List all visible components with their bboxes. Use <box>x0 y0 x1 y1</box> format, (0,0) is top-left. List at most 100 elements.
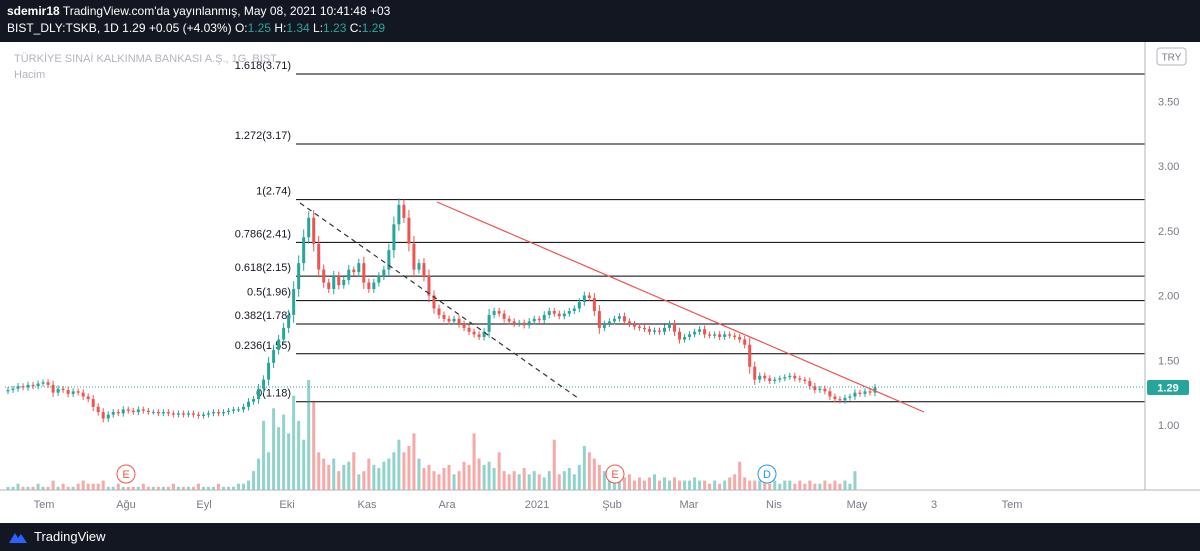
candle-body <box>432 295 436 309</box>
event-marker-label: E <box>122 469 129 481</box>
symbol-label[interactable]: BIST_DLY:TSKB, 1D <box>7 21 119 35</box>
volume-bar <box>833 480 837 490</box>
candle-body <box>287 314 291 328</box>
volume-bar <box>658 480 662 490</box>
volume-bar <box>728 477 732 490</box>
low-label: L: <box>313 21 324 35</box>
volume-bar <box>663 477 667 490</box>
volume-bar <box>718 483 722 490</box>
volume-bar <box>542 477 546 490</box>
volume-bar <box>668 480 672 490</box>
candle-body <box>828 391 832 397</box>
volume-bar <box>688 480 692 490</box>
volume-bar <box>216 483 220 490</box>
volume-bar <box>497 452 501 490</box>
volume-bar <box>698 480 702 490</box>
volume-bar <box>417 458 421 490</box>
volume-bar <box>126 486 130 490</box>
volume-bar <box>743 477 747 490</box>
volume-bar <box>592 458 596 490</box>
volume-bar <box>738 461 742 490</box>
fib-level-label: 0(1.18) <box>256 388 291 400</box>
candle-body <box>337 276 341 286</box>
volume-bar <box>377 468 381 490</box>
volume-bar <box>693 477 697 490</box>
event-marker <box>757 464 777 484</box>
volume-bar <box>156 486 160 490</box>
candle-body <box>66 390 70 394</box>
volume-bar <box>81 480 85 490</box>
volume-bar <box>86 483 90 490</box>
candle-body <box>768 378 772 381</box>
candle-body <box>647 329 651 332</box>
candle-body <box>257 388 261 400</box>
published-info: TradingView.com'da yayınlanmış, May 08, … <box>62 4 391 18</box>
candle-body <box>307 217 311 238</box>
volume-bar <box>262 420 266 490</box>
time-tick-label: Şub <box>602 499 622 511</box>
volume-bar <box>11 486 15 490</box>
candle-body <box>627 321 631 324</box>
volume-bar <box>427 464 431 490</box>
fib-level-label: 0.236(1.55) <box>235 340 291 352</box>
volume-bar <box>447 464 451 490</box>
candle-body <box>31 384 35 387</box>
volume-bar <box>181 486 185 490</box>
candle-body <box>708 334 712 336</box>
candle-body <box>86 396 90 400</box>
ohlc-legend: BIST_DLY:TSKB, 1D 1.29 +0.05 (+4.03%) O:… <box>7 21 385 35</box>
last-price: 1.29 <box>122 21 146 35</box>
footer-bar: TradingView <box>0 523 1200 551</box>
candle-body <box>312 217 316 244</box>
candle-body <box>698 329 702 332</box>
volume-bar <box>527 474 531 490</box>
volume-bar <box>412 433 416 490</box>
volume-bar <box>191 486 195 490</box>
candle-body <box>668 323 672 328</box>
candle-body <box>412 243 416 270</box>
price-chart[interactable]: 1.618(3.71) 1.272(3.17) 1(2.74) 0.786(2.41)… <box>0 42 1200 523</box>
volume-bar <box>131 486 135 490</box>
price-badge: 1.29 <box>1157 383 1178 395</box>
candle-body <box>126 409 130 411</box>
volume-bars <box>6 380 857 490</box>
time-tick-label: Ağu <box>116 499 136 511</box>
volume-bar <box>432 471 436 490</box>
fib-level-label: 1.618(3.71) <box>235 60 291 72</box>
open-value: 1.25 <box>247 21 271 35</box>
volume-bar <box>517 474 521 490</box>
volume-bar <box>708 483 712 490</box>
fib-level-label: 1.272(3.17) <box>235 130 291 142</box>
candle-body <box>171 413 175 415</box>
volume-bar <box>683 480 687 490</box>
volume-bar <box>46 486 50 490</box>
volume-bar <box>327 464 331 490</box>
candle-body <box>723 334 727 337</box>
volume-bar <box>587 452 591 490</box>
candle-body <box>838 399 842 401</box>
candle-body <box>472 331 476 335</box>
tradingview-logo[interactable]: TradingView <box>8 529 106 544</box>
candle-body <box>848 396 852 398</box>
candle-body <box>317 243 321 270</box>
close-label: C: <box>349 21 362 35</box>
volume-bar <box>111 486 115 490</box>
volume-bar <box>252 471 256 490</box>
chart-panel[interactable]: 1.618(3.71) 1.272(3.17) 1(2.74) 0.786(2.41)… <box>0 42 1200 523</box>
candle-body <box>161 412 165 414</box>
price-change: +0.05 (+4.03%) <box>148 21 232 35</box>
event-marker-label: D <box>763 469 771 481</box>
candle-body <box>738 336 742 340</box>
volume-bar <box>166 486 170 490</box>
volume-bar <box>502 471 506 490</box>
volume-bar <box>267 452 271 490</box>
time-tick-label: Kas <box>358 499 377 511</box>
author-name[interactable]: sdemir18 <box>7 4 60 18</box>
candle-body <box>557 313 561 317</box>
volume-bar <box>292 395 296 490</box>
fib-level-label: 0.5(1.96) <box>247 287 291 299</box>
volume-bar <box>788 480 792 490</box>
volume-bar <box>232 486 236 490</box>
candle-body <box>673 323 677 332</box>
volume-bar <box>522 468 526 490</box>
